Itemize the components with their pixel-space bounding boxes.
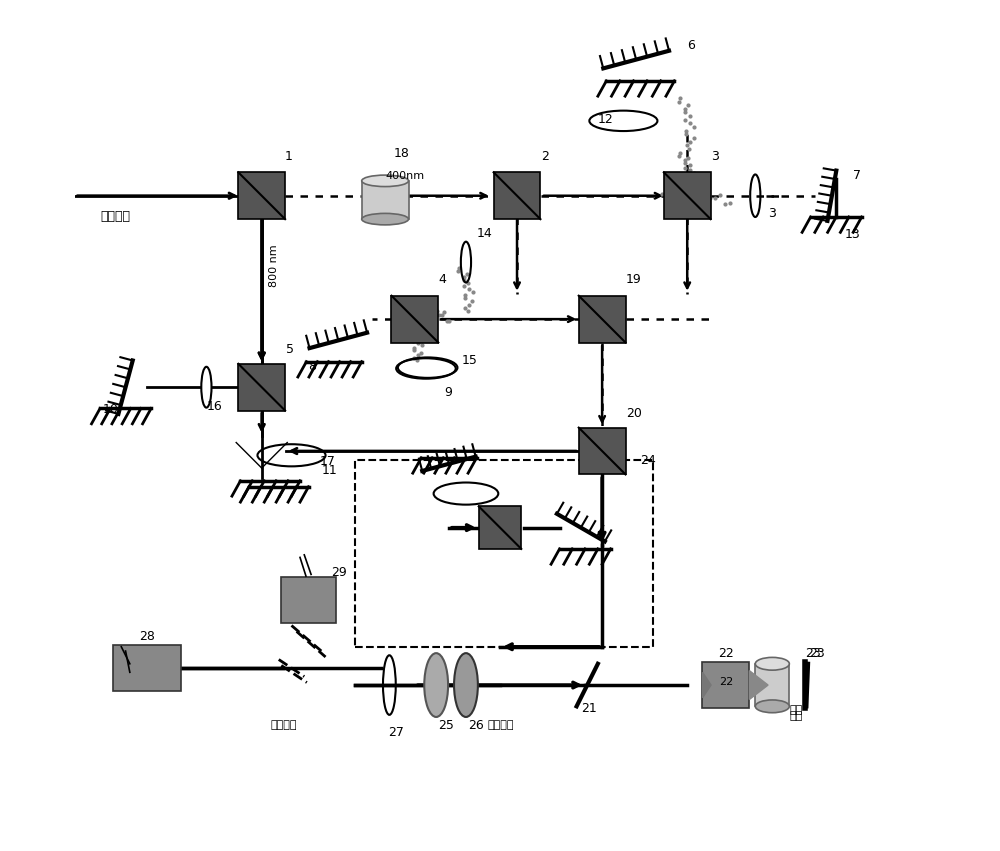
Bar bbox=[755, 664, 789, 706]
Text: 5: 5 bbox=[286, 343, 294, 357]
Text: 脉冲激光: 脉冲激光 bbox=[100, 209, 130, 223]
Text: 22: 22 bbox=[720, 677, 734, 687]
Bar bbox=[113, 645, 181, 691]
Ellipse shape bbox=[454, 654, 478, 717]
Polygon shape bbox=[749, 671, 768, 700]
Text: 16: 16 bbox=[206, 400, 222, 414]
Bar bbox=[664, 172, 711, 219]
Text: 物镜: 物镜 bbox=[789, 705, 803, 715]
Text: 11: 11 bbox=[321, 464, 337, 477]
Text: 物镜: 物镜 bbox=[789, 711, 803, 721]
Text: 8: 8 bbox=[309, 360, 317, 374]
Ellipse shape bbox=[362, 175, 409, 186]
Text: 10: 10 bbox=[103, 403, 118, 416]
Text: 24: 24 bbox=[640, 454, 656, 467]
Ellipse shape bbox=[424, 654, 448, 717]
Bar bbox=[579, 296, 626, 342]
Text: 19: 19 bbox=[626, 272, 642, 286]
Bar bbox=[281, 577, 336, 623]
Text: 18: 18 bbox=[394, 147, 410, 161]
Bar bbox=[355, 460, 653, 647]
Text: 28: 28 bbox=[139, 630, 155, 643]
Bar bbox=[238, 363, 285, 410]
Text: 29: 29 bbox=[332, 566, 347, 580]
Bar bbox=[579, 428, 626, 475]
Text: 可翻转镜: 可翻转镜 bbox=[487, 720, 514, 729]
Ellipse shape bbox=[755, 657, 789, 671]
Text: 3: 3 bbox=[711, 150, 719, 163]
Polygon shape bbox=[703, 672, 711, 698]
Text: 25: 25 bbox=[438, 719, 454, 733]
Text: 17: 17 bbox=[320, 454, 335, 468]
Text: 2: 2 bbox=[541, 150, 549, 163]
Text: 1: 1 bbox=[285, 150, 293, 163]
Bar bbox=[479, 506, 521, 549]
Text: 15: 15 bbox=[462, 354, 478, 368]
Text: 400nm: 400nm bbox=[385, 171, 424, 180]
Text: 21: 21 bbox=[581, 702, 597, 716]
Bar bbox=[362, 180, 409, 219]
Bar bbox=[238, 172, 285, 219]
Text: 20: 20 bbox=[626, 407, 642, 420]
Text: 22: 22 bbox=[718, 647, 734, 660]
Text: 13: 13 bbox=[845, 228, 860, 242]
Text: 可翻转镜: 可翻转镜 bbox=[270, 720, 297, 729]
Bar bbox=[391, 296, 438, 342]
Text: 800 nm: 800 nm bbox=[269, 244, 279, 287]
Text: 27: 27 bbox=[388, 726, 404, 740]
Bar bbox=[494, 172, 540, 219]
Text: 14: 14 bbox=[476, 226, 492, 240]
Text: 6: 6 bbox=[687, 39, 695, 53]
Bar bbox=[702, 662, 749, 708]
Text: 9: 9 bbox=[445, 386, 453, 399]
Text: 26: 26 bbox=[468, 719, 483, 733]
Text: 23: 23 bbox=[805, 647, 820, 660]
Text: 12: 12 bbox=[598, 113, 614, 127]
Text: 7: 7 bbox=[853, 168, 861, 182]
Ellipse shape bbox=[755, 700, 789, 712]
Ellipse shape bbox=[362, 214, 409, 225]
Text: 23: 23 bbox=[809, 647, 825, 660]
Text: 3: 3 bbox=[768, 207, 776, 220]
Text: 4: 4 bbox=[439, 272, 447, 286]
